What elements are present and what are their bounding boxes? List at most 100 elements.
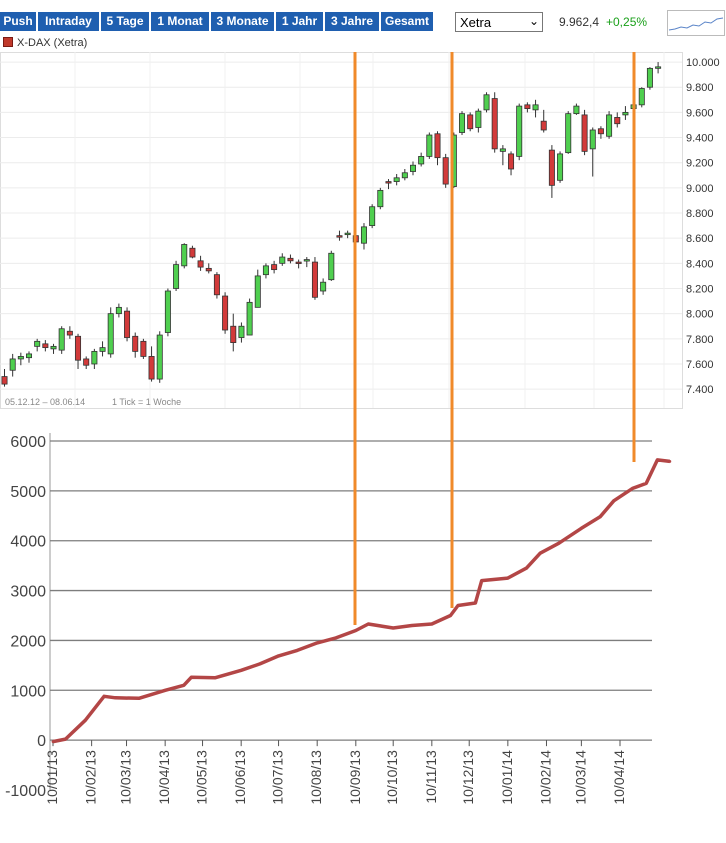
candle — [320, 281, 327, 292]
y-tick-label: 8.600 — [686, 233, 714, 245]
equity-point — [315, 641, 319, 645]
sparkline-thumbnail[interactable] — [667, 10, 725, 36]
equity-x-tick-label: 10/06/13 — [232, 750, 248, 805]
equity-point — [137, 696, 141, 700]
candle — [213, 274, 220, 296]
candle — [352, 235, 359, 243]
candle — [475, 110, 482, 128]
candle — [34, 340, 41, 347]
equity-y-tick-label: 3000 — [10, 584, 46, 601]
equity-y-tick-label: 5000 — [10, 484, 46, 501]
equity-point — [506, 576, 510, 580]
y-tick-label: 9.800 — [686, 82, 714, 94]
legend-swatch — [3, 37, 13, 47]
range-button-1-monat[interactable]: 1 Monat — [151, 12, 209, 31]
candle — [75, 335, 82, 361]
equity-point — [51, 740, 55, 744]
candle — [491, 98, 498, 150]
equity-y-tick-label: 2000 — [10, 633, 46, 650]
candle — [418, 156, 425, 165]
range-button-3-monate[interactable]: 3 Monate — [211, 12, 274, 31]
equity-y-tick-label: 4000 — [10, 534, 46, 551]
candle — [148, 356, 155, 380]
candle — [377, 189, 384, 208]
candle — [442, 157, 449, 185]
equity-point — [277, 654, 280, 658]
candle — [181, 244, 188, 267]
candle — [369, 206, 376, 226]
candle — [638, 88, 645, 106]
equity-x-tick-label: 10/05/13 — [194, 750, 210, 805]
candle — [42, 343, 49, 349]
candle — [287, 257, 294, 262]
candle — [311, 261, 318, 298]
equity-x-tick-label: 10/03/14 — [572, 750, 588, 805]
candle — [26, 353, 33, 359]
y-tick-label: 7.800 — [686, 334, 714, 346]
candle — [516, 105, 523, 157]
equity-x-tick-label: 10/09/13 — [347, 750, 363, 805]
equity-point — [612, 499, 616, 503]
candle — [238, 325, 245, 338]
range-button-intraday[interactable]: Intraday — [38, 12, 99, 31]
equity-point — [579, 526, 583, 530]
candle — [132, 335, 139, 352]
candle — [164, 290, 171, 333]
candle — [50, 345, 57, 350]
range-button-push[interactable]: Push — [0, 12, 36, 31]
candle — [573, 105, 580, 115]
candle — [565, 113, 572, 154]
equity-x-tick-label: 10/08/13 — [308, 750, 324, 805]
y-tick-label: 9.000 — [686, 183, 714, 195]
candle — [385, 181, 392, 184]
equity-point — [182, 683, 186, 687]
equity-point — [525, 566, 528, 570]
chart-legend: X-DAX (Xetra) — [3, 37, 87, 49]
candle — [622, 111, 629, 116]
y-tick-label: 9.600 — [686, 107, 714, 119]
equity-x-tick-label: 10/01/14 — [499, 750, 515, 805]
candle — [655, 66, 662, 69]
equity-point — [354, 629, 358, 632]
candle — [524, 104, 531, 110]
candle — [450, 134, 457, 188]
candle — [222, 295, 229, 331]
equity-point — [480, 579, 484, 582]
candle — [499, 148, 506, 152]
equity-point — [456, 604, 460, 607]
equity-point — [644, 481, 648, 485]
exchange-select[interactable]: Xetra ⌄ — [455, 12, 543, 32]
candle — [205, 267, 212, 272]
legend-label: X-DAX (Xetra) — [17, 37, 88, 49]
range-button-3-jahre[interactable]: 3 Jahre — [325, 12, 379, 31]
equity-point — [631, 486, 634, 490]
y-tick-label: 10.000 — [686, 57, 720, 69]
candle — [58, 328, 65, 351]
candle — [328, 252, 335, 281]
range-button-5-tage[interactable]: 5 Tage — [101, 12, 149, 31]
equity-point — [391, 626, 395, 630]
y-tick-label: 9.200 — [686, 158, 714, 170]
y-tick-label: 8.400 — [686, 258, 714, 270]
exchange-value: Xetra — [460, 15, 492, 30]
equity-y-tick-label: 0 — [37, 733, 46, 750]
range-button-gesamt[interactable]: Gesamt — [381, 12, 433, 31]
candle — [271, 264, 278, 271]
equity-x-tick-label: 10/11/13 — [423, 750, 439, 804]
equity-point — [366, 622, 370, 626]
candle — [597, 128, 604, 135]
y-tick-label: 8.200 — [686, 283, 714, 295]
equity-x-tick-label: 10/01/13 — [44, 750, 60, 805]
range-button-1-jahr[interactable]: 1 Jahr — [276, 12, 323, 31]
equity-x-tick-label: 10/10/13 — [384, 750, 400, 805]
equity-y-tick-label: 1000 — [10, 683, 46, 700]
y-tick-label: 9.400 — [686, 133, 714, 145]
candle — [140, 340, 147, 357]
equity-x-tick-label: 10/02/13 — [83, 750, 99, 805]
equity-x-tick-label: 10/02/14 — [537, 750, 553, 805]
candle — [173, 264, 180, 289]
equity-x-tick-label: 10/04/14 — [611, 750, 627, 805]
candle — [581, 114, 588, 152]
candle — [589, 129, 596, 150]
